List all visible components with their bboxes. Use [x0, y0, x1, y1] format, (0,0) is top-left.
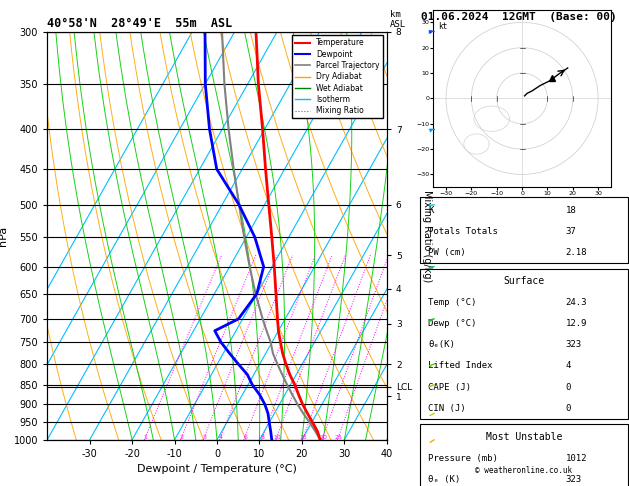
Text: Lifted Index: Lifted Index [428, 362, 493, 370]
Text: 0: 0 [565, 404, 571, 413]
Text: 8: 8 [261, 435, 265, 440]
Text: CIN (J): CIN (J) [428, 404, 466, 413]
Text: θₑ (K): θₑ (K) [428, 475, 460, 484]
Bar [420, 197, 628, 263]
Text: 12.9: 12.9 [565, 319, 587, 328]
Text: 10: 10 [273, 435, 281, 440]
Text: 4: 4 [565, 362, 571, 370]
Bar [420, 424, 628, 486]
Y-axis label: Mixing Ratio (g/kg): Mixing Ratio (g/kg) [421, 190, 431, 282]
Text: Dewp (°C): Dewp (°C) [428, 319, 477, 328]
Text: K: K [428, 206, 434, 214]
Text: kt: kt [438, 22, 448, 32]
Text: 15: 15 [300, 435, 308, 440]
Text: Surface: Surface [503, 277, 545, 286]
Text: 20: 20 [320, 435, 327, 440]
Text: 2: 2 [180, 435, 184, 440]
Text: θₑ(K): θₑ(K) [428, 340, 455, 349]
Text: Temp (°C): Temp (°C) [428, 298, 477, 307]
Text: 24.3: 24.3 [565, 298, 587, 307]
Text: © weatheronline.co.uk: © weatheronline.co.uk [476, 466, 572, 475]
Text: 0: 0 [565, 382, 571, 392]
X-axis label: Dewpoint / Temperature (°C): Dewpoint / Temperature (°C) [137, 465, 297, 474]
Text: 323: 323 [565, 475, 582, 484]
Text: 323: 323 [565, 340, 582, 349]
Text: 01.06.2024  12GMT  (Base: 00): 01.06.2024 12GMT (Base: 00) [421, 12, 617, 22]
Text: 40°58'N  28°49'E  55m  ASL: 40°58'N 28°49'E 55m ASL [47, 17, 233, 31]
Text: 3: 3 [203, 435, 206, 440]
Text: 1: 1 [143, 435, 147, 440]
Legend: Temperature, Dewpoint, Parcel Trajectory, Dry Adiabat, Wet Adiabat, Isotherm, Mi: Temperature, Dewpoint, Parcel Trajectory… [292, 35, 383, 118]
Text: Most Unstable: Most Unstable [486, 432, 562, 442]
Text: CAPE (J): CAPE (J) [428, 382, 472, 392]
Text: 6: 6 [243, 435, 247, 440]
Text: PW (cm): PW (cm) [428, 248, 466, 257]
Y-axis label: hPa: hPa [0, 226, 8, 246]
Text: 37: 37 [565, 226, 576, 236]
Text: km
ASL: km ASL [390, 10, 406, 29]
Text: 25: 25 [335, 435, 343, 440]
Text: Totals Totals: Totals Totals [428, 226, 498, 236]
Text: 18: 18 [565, 206, 576, 214]
Text: 2.18: 2.18 [565, 248, 587, 257]
Text: Pressure (mb): Pressure (mb) [428, 454, 498, 463]
Text: 4: 4 [219, 435, 223, 440]
Text: 1012: 1012 [565, 454, 587, 463]
Bar [420, 269, 628, 419]
